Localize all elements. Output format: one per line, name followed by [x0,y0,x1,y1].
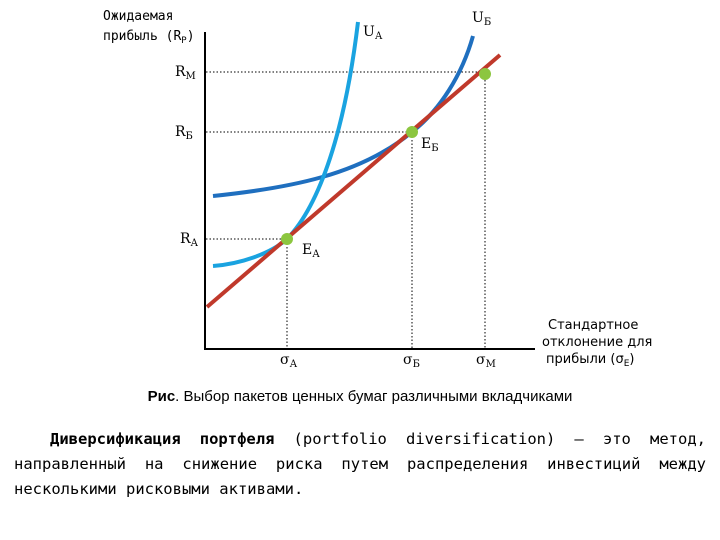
label-sigma-m: σМ [476,352,496,370]
label-sigma-a: σА [280,352,298,370]
label-r-b: RБ [175,124,193,142]
definition-text: (portfolio diversification) — это метод,… [14,430,706,498]
y-axis-label-line2: прибыль (RP) [103,29,195,46]
point-e-a [281,233,293,245]
point-e-b [406,126,418,138]
definition-paragraph: Диверсификация портфеля (portfolio diver… [14,427,706,502]
figure-caption: Рис. Выбор пакетов ценных бумаг различны… [0,388,720,405]
caption-text: . Выбор пакетов ценных бумаг различными … [175,388,573,405]
label-r-m: RМ [175,64,196,82]
label-u-b: UБ [472,10,491,28]
capital-market-line [205,53,502,309]
indifference-curve-ua [212,21,360,268]
point-m [479,68,491,80]
label-e-b: EБ [421,136,439,154]
label-sigma-b: σБ [403,352,420,370]
definition-term: Диверсификация портфеля [50,430,275,448]
y-axis-label-line1: Ожидаемая [103,9,173,24]
x-axis-label-line3: прибыли (σE) [546,352,634,369]
x-axis-label-line2: отклонение для [542,335,652,350]
caption-bold: Рис [147,388,176,405]
x-axis-label-line1: Стандартное [548,318,638,333]
portfolio-choice-diagram: Ожидаемая прибыль (RP) RМ RБ RА UА UБ EБ… [103,9,652,370]
label-r-a: RА [180,231,199,249]
label-u-a: UА [363,24,383,42]
label-e-a: EА [302,242,320,260]
